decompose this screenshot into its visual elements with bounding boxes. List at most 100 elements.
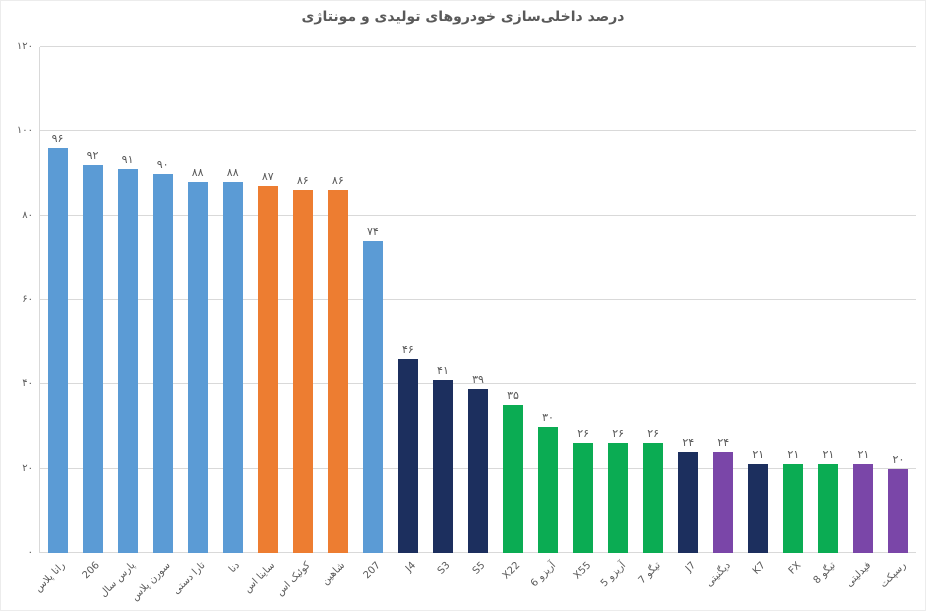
bar-slot: ۴۶: [390, 47, 425, 553]
x-axis-label: J7: [683, 560, 699, 575]
bar: [888, 468, 909, 553]
bar-slot: ۹۶: [40, 47, 75, 553]
bar: [467, 388, 488, 553]
bar: [47, 148, 68, 553]
bar-slot: ۲۰: [881, 47, 916, 553]
x-axis-label: ساینا اس: [242, 560, 278, 595]
bar-value-label: ۲۱: [787, 448, 800, 462]
bar-slot: ۷۴: [355, 47, 390, 553]
bar-value-label: ۸۷: [261, 170, 274, 184]
bar-slot: ۸۶: [285, 47, 320, 553]
bar-value-label: ۹۲: [86, 149, 99, 163]
x-axis-label: 207: [361, 560, 383, 582]
bar: [713, 451, 734, 553]
bar-slot: ۴۱: [425, 47, 460, 553]
y-axis-tick-label: ۱۲۰: [16, 41, 33, 52]
bar-value-label: ۸۶: [296, 174, 309, 188]
bar: [853, 464, 874, 553]
x-axis-label: S3: [435, 560, 453, 577]
bar: [678, 451, 699, 553]
x-axis-label: شاهین: [320, 560, 348, 588]
bar: [818, 464, 839, 553]
x-axis-label: تیگو 7: [636, 560, 663, 587]
bar-slot: ۸۷: [250, 47, 285, 553]
bar: [573, 443, 594, 553]
bar: [748, 464, 769, 553]
bar-value-label: ۷۴: [366, 224, 379, 238]
bar-value-label: ۲۴: [717, 435, 730, 449]
bar-slot: ۲۱: [776, 47, 811, 553]
bar-value-label: ۳۵: [507, 389, 519, 403]
x-axis-label: تیگو 8: [811, 560, 839, 587]
bar: [292, 190, 313, 553]
x-axis-label: دنا: [227, 560, 243, 576]
bar-slot: ۲۱: [811, 47, 846, 553]
bar-value-label: ۲۱: [857, 448, 870, 462]
plot-area: ۹۶ ۹۲ ۹۱ ۹۰ ۸۸ ۸۸ ۸۷ ۸۶ ۸۶ ۷۴ ۴۶ ۴۱ ۳۹ ۳۵ ۳۰ ۲۶ ۲۶ ۲۶ ۲۴ ۲۴…: [39, 46, 916, 553]
bar: [117, 169, 138, 553]
bar: [257, 186, 278, 553]
bar: [503, 405, 524, 553]
bar-value-label: ۳۹: [472, 372, 484, 386]
x-axis-label: X22: [501, 560, 523, 582]
gridline: [40, 214, 916, 216]
bar-slot: ۹۲: [75, 47, 110, 553]
y-axis-tick-label: ۰: [27, 547, 33, 558]
bar-value-label: ۹۰: [156, 157, 169, 171]
bar-slot: ۸۸: [180, 47, 215, 553]
x-axis-label: S5: [471, 560, 488, 577]
bar-slot: ۲۴: [706, 47, 741, 553]
x-axis-label: رانا پلاس: [32, 560, 68, 595]
gridline: [40, 46, 916, 47]
bar-value-label: ۲۱: [822, 448, 835, 462]
bar-value-label: ۸۸: [191, 165, 204, 179]
bar-slot: ۳۵: [496, 47, 531, 553]
bar-value-label: ۸۸: [226, 165, 239, 179]
y-axis-tick-label: ۸۰: [22, 209, 33, 221]
gridline: [40, 299, 916, 300]
bar: [643, 443, 664, 553]
x-axis-label: J4: [403, 560, 418, 575]
bar-slot: ۲۱: [741, 47, 776, 553]
bar-value-label: ۳۰: [542, 410, 554, 424]
x-axis-label: آریزو 5: [598, 560, 628, 590]
bar-value-label: ۲۶: [647, 427, 660, 441]
bar-slot: ۹۱: [110, 47, 145, 553]
y-axis-tick-label: ۴۰: [22, 378, 33, 390]
bar: [362, 240, 383, 553]
chart-title: درصد داخلی‌سازی خودروهای تولیدی و مونتاژ…: [301, 9, 625, 25]
bar-slot: ۲۶: [601, 47, 636, 553]
bar-slot: ۸۸: [215, 47, 250, 553]
bar: [783, 464, 804, 553]
bar-value-label: ۸۶: [331, 174, 344, 188]
bar-slot: ۲۶: [566, 47, 601, 553]
bar-value-label: ۹۱: [121, 153, 134, 167]
y-axis-tick-label: ۶۰: [22, 294, 33, 305]
x-axis-label: K7: [751, 560, 769, 577]
bar-slot: ۸۶: [320, 47, 355, 553]
gridline: [40, 130, 916, 132]
x-axis-label: آریزو 6: [528, 560, 558, 590]
x-axis-label: فیدلیتی: [843, 560, 874, 590]
x-axis-label: تارا دستی: [170, 560, 208, 597]
bar-value-label: ۲۰: [892, 452, 905, 466]
bar-slot: ۳۹: [460, 47, 495, 553]
bar-slot: ۹۰: [145, 47, 180, 553]
bar-value-label: ۲۴: [682, 435, 695, 449]
y-axis-tick-label: ۱۰۰: [16, 125, 33, 137]
bar-slot: ۲۱: [846, 47, 881, 553]
bar-value-label: ۲۶: [612, 427, 625, 441]
bar: [397, 359, 418, 553]
x-axis-label: دیگنیتی: [703, 560, 734, 590]
gridline: [40, 383, 916, 385]
bar: [82, 165, 103, 553]
x-axis-label: کوئیک اس: [274, 560, 313, 599]
x-axis-label: رسپکت: [878, 560, 909, 591]
y-axis-tick-label: ۲۰: [22, 462, 33, 474]
x-axis-label: FX: [786, 560, 804, 577]
bar: [327, 190, 348, 553]
bar: [152, 173, 173, 553]
bar-slot: ۲۶: [636, 47, 671, 553]
bar: [432, 380, 453, 553]
